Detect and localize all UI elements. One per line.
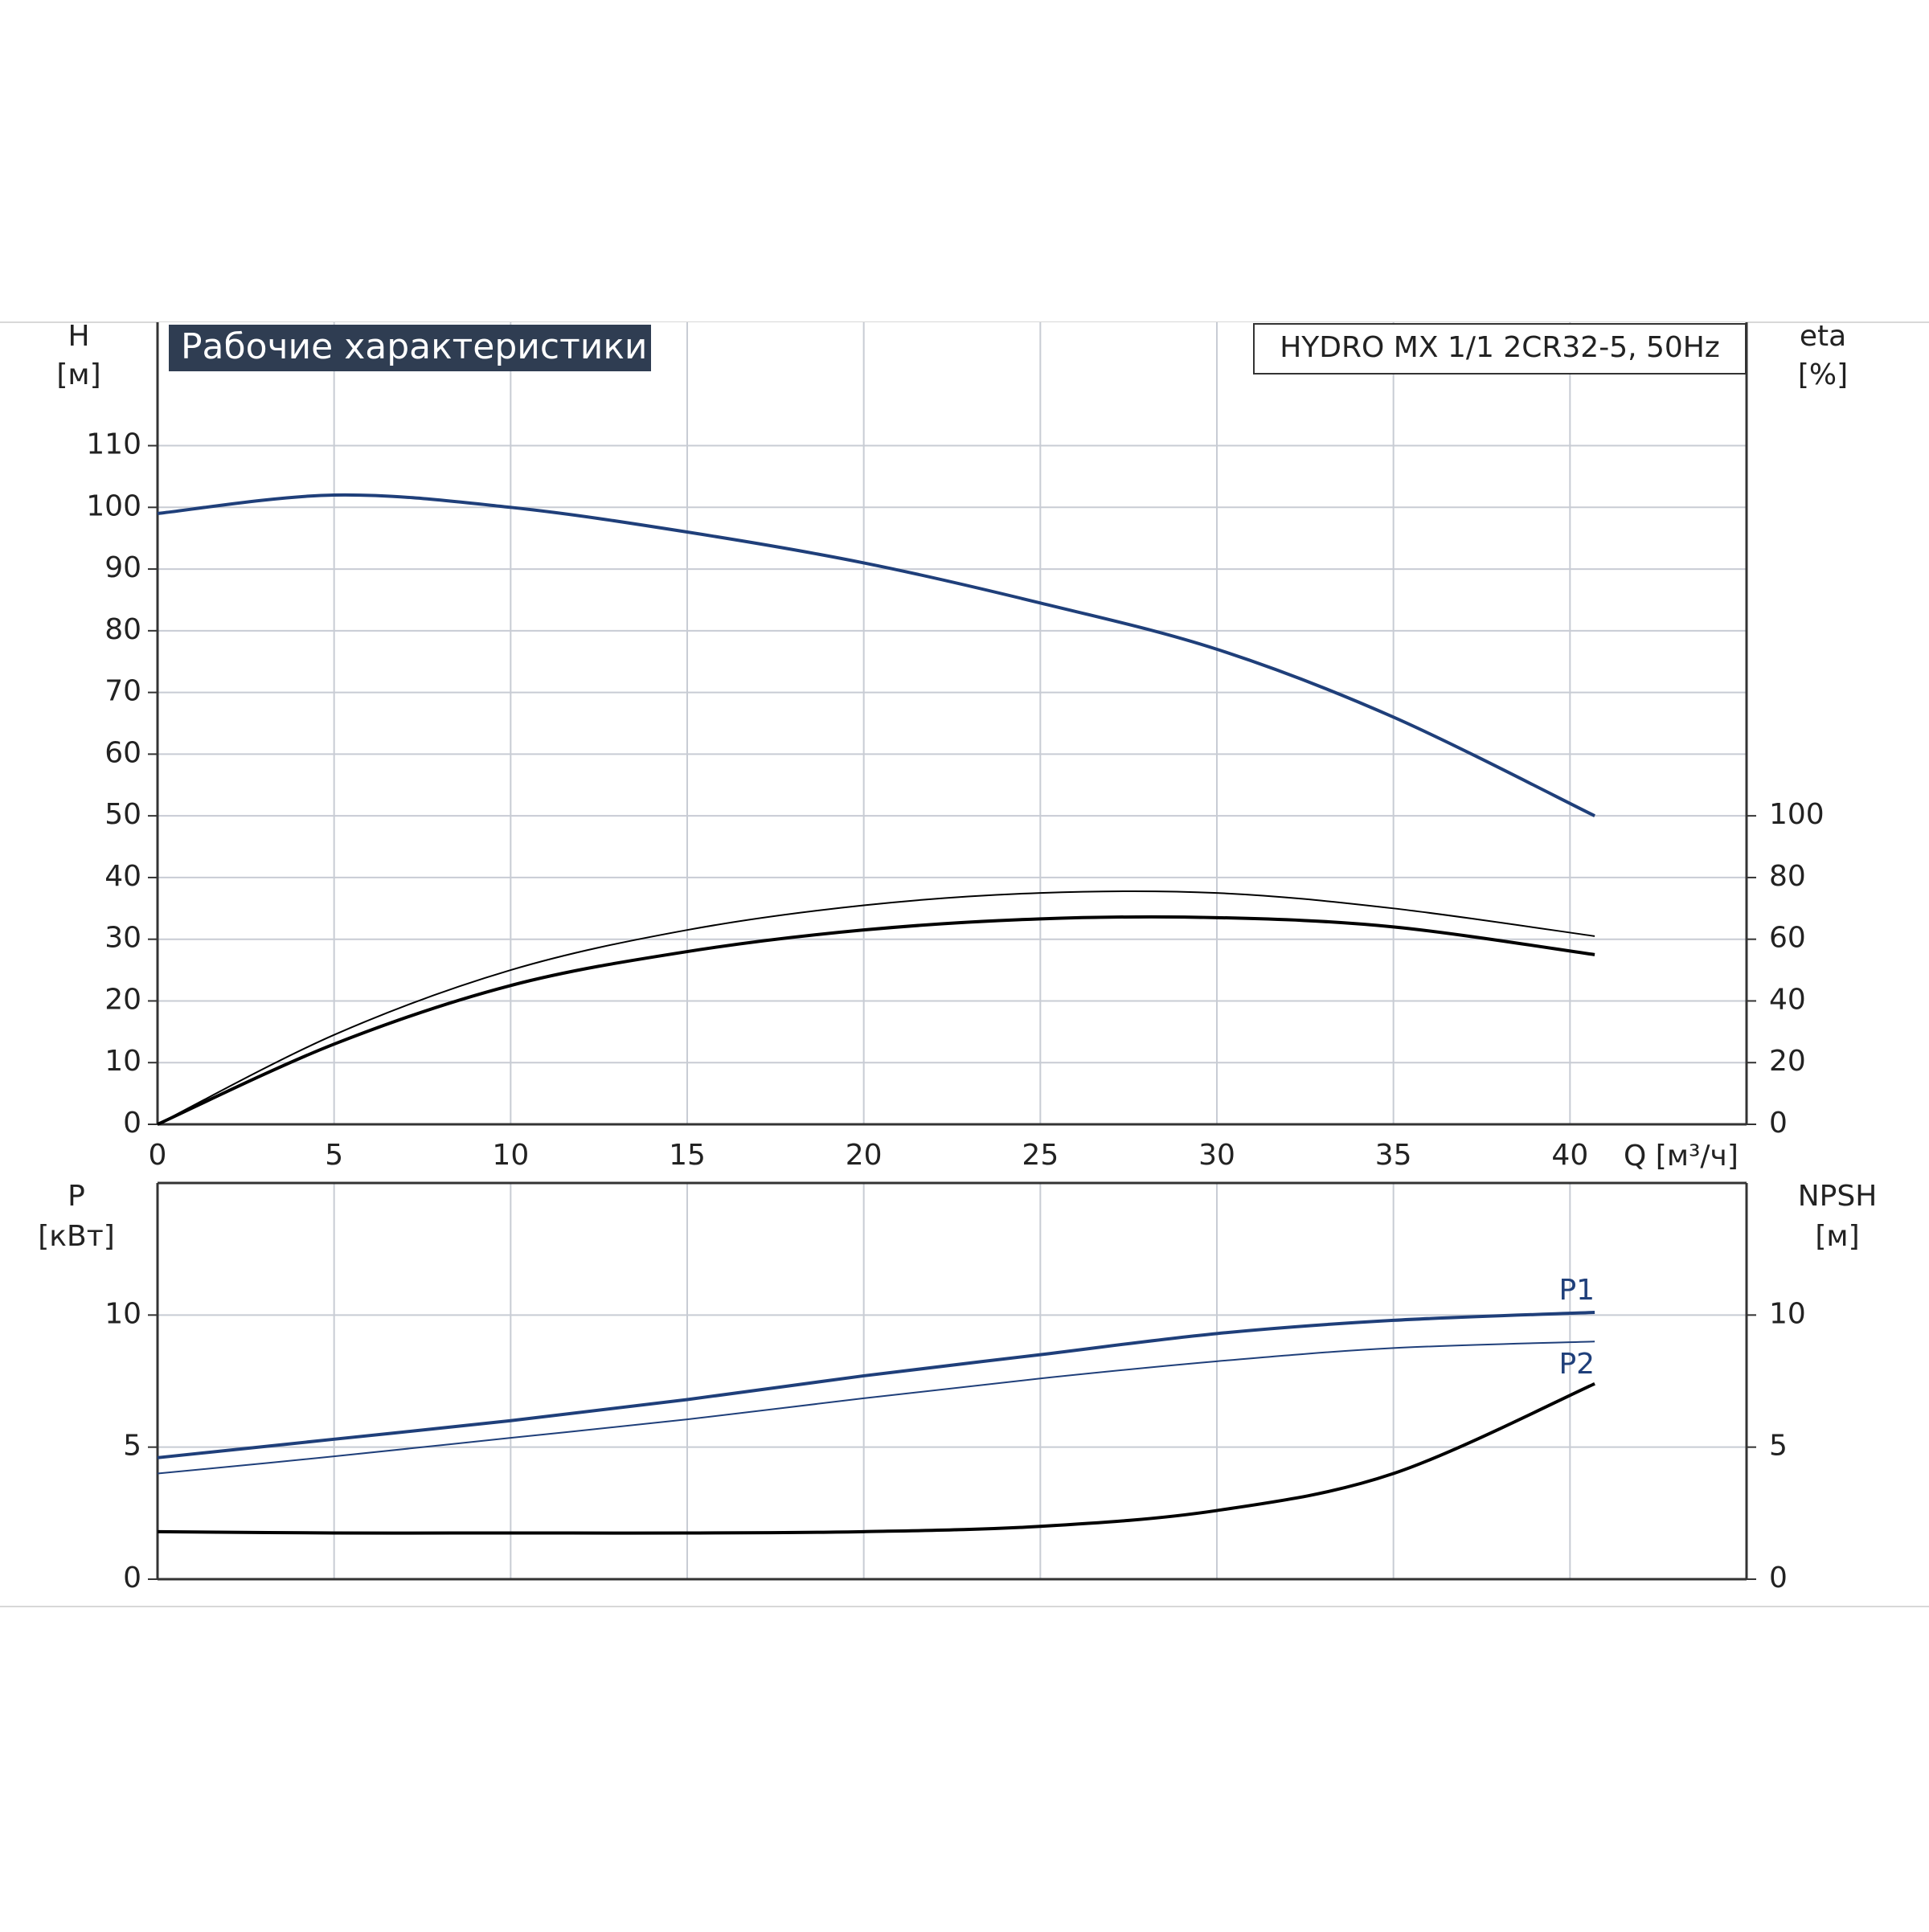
y2-tick-label: 10 — [1769, 1297, 1806, 1330]
series-line — [157, 890, 1595, 1125]
x-tick-label: 15 — [669, 1139, 706, 1172]
y-tick-label: 30 — [104, 922, 141, 955]
y-tick-label: 100 — [86, 489, 141, 522]
y2-tick-label: 20 — [1769, 1045, 1806, 1078]
y-tick-label: 10 — [104, 1045, 141, 1078]
x-tick-label: 10 — [492, 1139, 529, 1172]
x-tick-label: 40 — [1551, 1139, 1588, 1172]
x-tick-label: 0 — [149, 1139, 167, 1172]
y-axis-unit: [кВт] — [38, 1220, 115, 1253]
subtitle-box — [1253, 323, 1747, 375]
y-tick-label: 0 — [123, 1562, 141, 1594]
y2-tick-label: 80 — [1769, 860, 1806, 893]
y-tick-label: 5 — [123, 1430, 141, 1463]
plot-area — [158, 322, 1747, 1124]
y2-tick-label: 5 — [1769, 1430, 1788, 1463]
y-tick-label: 60 — [104, 736, 141, 769]
series-line — [157, 915, 1595, 1126]
y2-tick-label: 60 — [1769, 922, 1806, 955]
x-tick-label: 35 — [1375, 1139, 1412, 1172]
y2-axis-unit: [%] — [1798, 358, 1848, 391]
y2-tick-label: 0 — [1769, 1562, 1788, 1594]
y-tick-label: 0 — [123, 1107, 141, 1140]
y2-axis-label: NPSH — [1798, 1180, 1878, 1213]
series-line — [157, 1311, 1595, 1459]
y2-tick-label: 40 — [1769, 983, 1806, 1016]
y-axis-unit: [м] — [56, 358, 100, 391]
chart-subtitle: HYDRO MX 1/1 2CR32-5, 50Hz — [1280, 331, 1720, 364]
y-tick-label: 40 — [104, 860, 141, 893]
y2-axis-label: eta — [1800, 320, 1846, 353]
chart-title: Рабочие характеристики — [181, 326, 648, 367]
x-tick-label: 5 — [325, 1139, 343, 1172]
x-tick-label: 25 — [1022, 1139, 1059, 1172]
y2-axis-unit: [м] — [1815, 1220, 1859, 1253]
y-tick-label: 80 — [104, 613, 141, 646]
plot-area — [158, 1183, 1747, 1579]
y-tick-label: 70 — [104, 675, 141, 708]
y-tick-label: 50 — [104, 798, 141, 831]
title-box — [169, 325, 651, 371]
x-tick-label: 30 — [1198, 1139, 1235, 1172]
x-axis-label: Q [м³/ч] — [1624, 1140, 1739, 1173]
y-tick-label: 110 — [86, 428, 141, 461]
y-axis-label: H — [68, 320, 89, 353]
series-line — [157, 493, 1595, 817]
y-tick-label: 90 — [104, 551, 141, 584]
y-tick-label: 10 — [104, 1297, 141, 1330]
y-tick-label: 20 — [104, 983, 141, 1016]
y2-tick-label: 100 — [1769, 798, 1825, 831]
series-line — [157, 1341, 1595, 1475]
series-line — [157, 1381, 1595, 1535]
y2-tick-label: 0 — [1769, 1107, 1788, 1140]
y-axis-label: P — [68, 1180, 85, 1213]
x-tick-label: 20 — [846, 1139, 883, 1172]
series-label: P2 — [1558, 1348, 1595, 1381]
series-label: P1 — [1558, 1274, 1595, 1307]
